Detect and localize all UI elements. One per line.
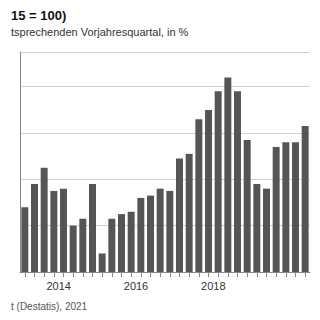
svg-text:2018: 2018	[201, 280, 225, 292]
svg-text:2016: 2016	[124, 280, 148, 292]
svg-text:2014: 2014	[46, 280, 70, 292]
svg-text:tsprechenden Vorjahresquartal,: tsprechenden Vorjahresquartal, in %	[11, 26, 189, 38]
svg-text:15 = 100): 15 = 100)	[11, 8, 66, 23]
svg-text:t (Destatis), 2021: t (Destatis), 2021	[11, 301, 88, 312]
